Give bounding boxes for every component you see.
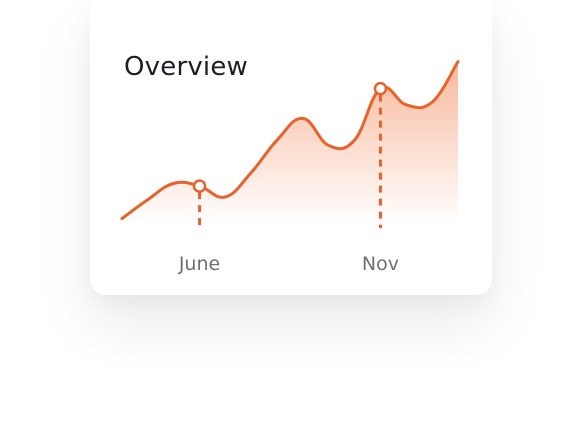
x-tick-label: Nov [362, 253, 399, 275]
area-fill [122, 61, 458, 225]
chart-title: Overview [124, 52, 249, 82]
data-point-marker [192, 179, 207, 193]
data-point-marker [373, 81, 388, 96]
series-line [120, 60, 460, 221]
x-tick-label: June [178, 253, 220, 275]
plot-area: June Nov [120, 60, 460, 275]
